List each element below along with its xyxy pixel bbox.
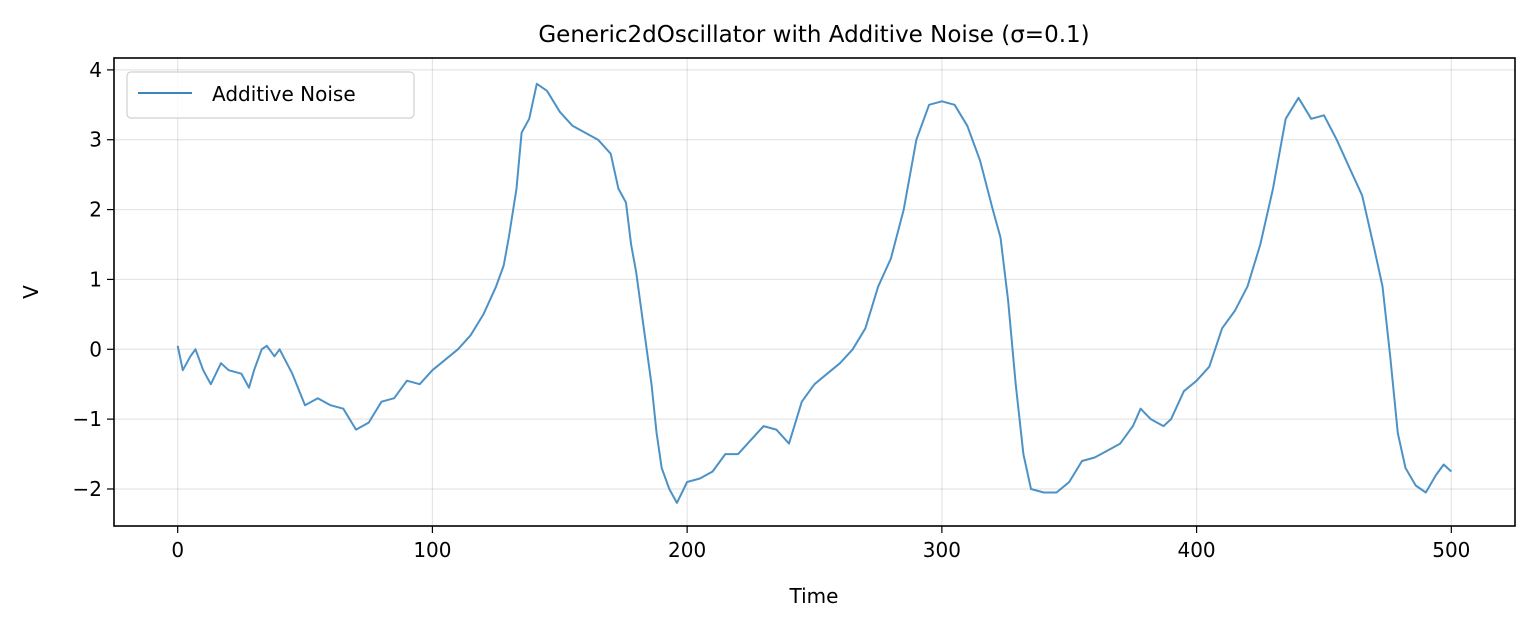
y-tick-label: 2: [89, 198, 102, 222]
y-tick-label: 4: [89, 58, 102, 82]
grid: [114, 58, 1515, 526]
x-tick-label: 200: [668, 538, 706, 562]
axes-frame: [113, 57, 1516, 527]
legend-label: Additive Noise: [212, 82, 356, 106]
x-tick-label: 0: [171, 538, 184, 562]
y-tick-label: −1: [73, 407, 102, 431]
chart-title: Generic2dOscillator with Additive Noise …: [538, 22, 1089, 48]
x-axis-label: Time: [789, 584, 839, 608]
x-tick-label: 300: [923, 538, 961, 562]
y-tick-label: 1: [89, 267, 102, 291]
y-axis: −2 −1 0 1 2 3 4: [73, 58, 114, 501]
x-tick-label: 400: [1177, 538, 1215, 562]
y-tick-label: −2: [73, 477, 102, 501]
y-axis-label: V: [19, 285, 43, 299]
y-tick-label: 3: [89, 128, 102, 152]
series-layer: [176, 82, 1452, 504]
x-tick-label: 500: [1432, 538, 1470, 562]
x-axis: 0 100 200 300 400 500: [171, 526, 1470, 562]
legend-box: [126, 71, 415, 119]
legend: Additive Noise: [126, 71, 415, 119]
series-line-additive-noise: [176, 82, 1452, 504]
y-tick-label: 0: [89, 337, 102, 361]
x-tick-label: 100: [413, 538, 451, 562]
